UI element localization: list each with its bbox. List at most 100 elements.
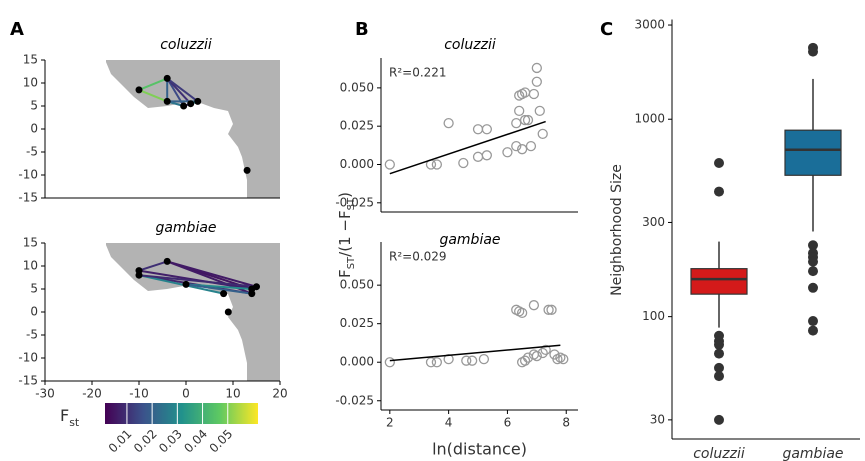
site <box>220 290 228 298</box>
fst-edge <box>166 77 199 103</box>
y-tick-label: 0.025 <box>340 119 374 133</box>
site <box>194 97 202 105</box>
point <box>537 128 548 140</box>
colorbar-tick-label: 0.02 <box>131 427 160 456</box>
point <box>540 344 551 356</box>
outlier <box>808 266 818 277</box>
y-tick-label: 0 <box>30 305 38 319</box>
y-axis-label-part: F <box>336 269 354 278</box>
y-tick-label: 0.050 <box>340 80 374 94</box>
point <box>516 144 528 155</box>
point <box>531 76 542 87</box>
site <box>253 283 260 291</box>
point <box>519 114 531 126</box>
fit-line <box>389 120 546 175</box>
y-tick-label: 15 <box>23 53 38 67</box>
point <box>472 151 484 162</box>
fst-edge <box>138 274 224 295</box>
y-tick-label: 100 <box>642 309 665 323</box>
y-tick-label: 15 <box>23 236 38 250</box>
point <box>443 117 454 129</box>
site <box>135 86 143 94</box>
point <box>425 357 437 368</box>
point <box>525 140 537 152</box>
y-axis-label-part: /(1 − <box>336 219 354 257</box>
point <box>458 157 469 169</box>
x-tick-label: coluzzii <box>693 446 745 461</box>
x-tick-label: 20 <box>272 387 287 401</box>
outlier <box>714 362 724 373</box>
outlier <box>808 46 818 57</box>
fst-edge <box>185 283 252 295</box>
site <box>180 102 188 110</box>
y-tick-label: -0.025 <box>335 393 374 407</box>
x-tick-label: -30 <box>35 387 55 401</box>
point <box>516 307 528 319</box>
x-tick-label: -10 <box>129 387 149 401</box>
y-axis-label-part: ) <box>336 192 354 198</box>
x-tick-label: 10 <box>225 387 240 401</box>
outlier <box>808 316 818 327</box>
point <box>431 357 443 368</box>
point <box>534 105 545 117</box>
point <box>531 62 542 74</box>
r2-annotation: R²=0.029 <box>389 250 447 264</box>
fst-edge <box>138 274 257 288</box>
site <box>163 97 171 105</box>
point <box>511 117 522 129</box>
panel-title: gambiae <box>155 220 216 236</box>
y-tick-label: 0 <box>30 122 38 136</box>
y-tick-label: 0.000 <box>340 157 374 171</box>
y-tick-label: -10 <box>18 168 38 182</box>
point <box>537 347 548 359</box>
point <box>502 147 513 158</box>
point <box>531 350 542 362</box>
y-tick-label: -15 <box>18 374 38 388</box>
outlier <box>714 186 724 197</box>
point <box>478 353 490 365</box>
y-tick-label: 0.025 <box>340 316 374 330</box>
fst-edge <box>138 88 168 103</box>
outlier <box>714 414 724 425</box>
y-axis-label-part: ST <box>346 197 357 210</box>
fst-edge <box>166 77 192 105</box>
point <box>546 304 557 315</box>
y-tick-label: -15 <box>18 191 38 205</box>
x-tick-label: 8 <box>562 416 570 430</box>
site <box>163 257 171 265</box>
y-tick-label: -0.025 <box>335 195 374 209</box>
point <box>431 159 443 170</box>
y-tick-label: 30 <box>650 412 665 426</box>
outlier <box>808 256 818 267</box>
x-tick-label: 4 <box>445 416 453 430</box>
outlier <box>714 339 724 350</box>
site <box>163 74 171 82</box>
y-tick-label: -10 <box>18 351 38 365</box>
point <box>481 124 493 135</box>
point <box>528 88 540 100</box>
fst-edge <box>138 77 168 91</box>
y-tick-label: 10 <box>23 76 38 90</box>
x-tick-label: 0 <box>182 387 190 401</box>
site <box>224 308 232 316</box>
outlier <box>808 282 818 293</box>
colorbar <box>105 403 258 424</box>
y-tick-label: 1000 <box>634 112 665 126</box>
y-tick-label: 5 <box>30 282 38 296</box>
land <box>106 60 280 198</box>
point <box>528 300 540 311</box>
panel-label: B <box>355 19 369 40</box>
point <box>481 150 493 161</box>
colorbar-title-main: F <box>60 406 69 425</box>
x-tick-label: gambiae <box>782 446 843 461</box>
point <box>384 357 395 368</box>
y-tick-label: -5 <box>26 328 38 342</box>
outlier <box>714 158 724 169</box>
site <box>248 290 256 298</box>
x-axis-label: ln(distance) <box>432 440 527 459</box>
outlier <box>714 371 724 382</box>
colorbar-tick-label: 0.04 <box>181 427 210 456</box>
outlier <box>808 325 818 336</box>
panel-title: coluzzii <box>444 37 496 53</box>
